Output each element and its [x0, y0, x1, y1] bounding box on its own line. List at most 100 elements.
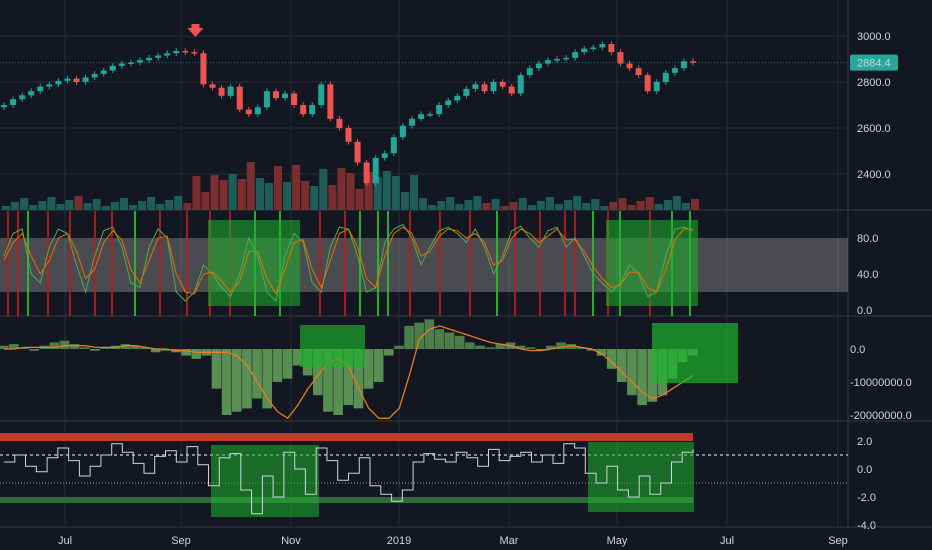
- volume-bar: [119, 198, 128, 210]
- oscillator-bar: [465, 342, 475, 349]
- candle-body: [336, 118, 343, 128]
- volume-bar: [328, 185, 337, 210]
- candle-body: [291, 93, 298, 105]
- volume-bar: [192, 176, 201, 210]
- time-tick-label: Jul: [720, 535, 734, 547]
- oscillator-bar: [79, 347, 90, 349]
- candle-body: [535, 63, 542, 69]
- volume-bar: [600, 206, 609, 210]
- price-axis[interactable]: 3000.0 2800.0 2600.0 2400.0 2884.4 80.0 40.0 0.…: [850, 31, 912, 532]
- volume-bar: [509, 202, 518, 210]
- volume-bar: [455, 204, 464, 210]
- candle-body: [671, 68, 678, 73]
- volume-bar: [255, 178, 264, 210]
- candle-body: [680, 61, 687, 69]
- oscillator-bar: [627, 349, 637, 396]
- stochastic-tick-label: 80.0: [857, 233, 878, 245]
- candle-body: [191, 52, 198, 54]
- oscillator-bar: [292, 349, 303, 366]
- candle-body: [436, 105, 443, 115]
- volume-bar: [2, 206, 11, 210]
- volume-bar: [518, 198, 527, 210]
- candle-body: [263, 91, 270, 108]
- volume-bar: [47, 197, 56, 210]
- oscillator-bar: [282, 349, 293, 379]
- candle-body: [544, 60, 551, 64]
- candle-body: [608, 44, 615, 53]
- oscillator-bar: [120, 344, 131, 349]
- oscillator-bar: [150, 349, 161, 353]
- oscillator-bar: [59, 340, 70, 349]
- zscore-tick-label: 0.0: [857, 464, 872, 476]
- candle-body: [454, 95, 461, 101]
- time-axis[interactable]: Jul Sep Nov 2019 Mar May Jul Sep: [58, 535, 848, 547]
- candle-body: [662, 72, 669, 82]
- oscillator-bar: [130, 345, 141, 349]
- volume-bar: [364, 172, 373, 210]
- candle-body: [363, 162, 370, 184]
- candle-body: [282, 93, 289, 99]
- price-tick-label: 2400.0: [857, 169, 891, 181]
- candle-body: [10, 99, 17, 105]
- oscillator-bar: [485, 347, 495, 349]
- volume-bar: [645, 197, 654, 210]
- oscillator-bar: [434, 329, 445, 349]
- oscillator-bar: [100, 347, 110, 349]
- last-price-label: 2884.4: [857, 58, 891, 70]
- volume-bar: [165, 200, 174, 210]
- volume-bar: [92, 199, 101, 210]
- oscillator-bar: [617, 349, 627, 382]
- oscillator-bar: [586, 349, 597, 351]
- candle-body: [327, 84, 334, 119]
- candle-body: [100, 70, 107, 74]
- oscillator-bar: [556, 342, 566, 349]
- volume-bar: [29, 205, 38, 210]
- volume-bar: [74, 196, 83, 210]
- volume-bar: [319, 169, 328, 210]
- volume-bar: [292, 165, 301, 210]
- volume-bar: [101, 206, 110, 210]
- volume-bar: [681, 203, 690, 210]
- candle-body: [300, 105, 307, 115]
- volume-bar: [536, 201, 545, 210]
- time-tick-label: Nov: [281, 535, 301, 547]
- volume-bar: [301, 181, 310, 210]
- candle-body: [626, 63, 633, 69]
- candle-body: [309, 105, 316, 115]
- oscillator-bar: [221, 349, 232, 415]
- oscillator-bar: [262, 349, 273, 409]
- oscillator-bar: [49, 342, 60, 349]
- volume-bar: [237, 179, 246, 210]
- volume-bar: [446, 197, 455, 210]
- stochastic-line: [3, 226, 693, 295]
- candle-body: [617, 52, 624, 64]
- candle-body: [19, 95, 26, 100]
- stochastic-tick-label: 0.0: [857, 305, 872, 317]
- candle-body: [227, 86, 234, 96]
- zscore-tick-label: -4.0: [857, 520, 876, 532]
- oscillator-bar: [525, 347, 536, 349]
- oscillator-bar: [373, 349, 384, 382]
- oscillator-bar: [363, 349, 374, 389]
- time-tick-label: Jul: [58, 535, 72, 547]
- oscillator-bar: [252, 349, 262, 399]
- volume-bar: [636, 201, 645, 210]
- oscillator-bar: [394, 345, 404, 349]
- volume-bar: [110, 202, 119, 210]
- candle-body: [590, 47, 597, 49]
- volume-bar: [11, 202, 20, 210]
- volume-bar: [464, 200, 473, 210]
- volume-bar: [156, 204, 165, 210]
- candle-body: [572, 52, 579, 58]
- last-price-badge: [850, 54, 898, 71]
- time-tick-label: May: [607, 535, 628, 547]
- oscillator-bar: [495, 344, 506, 349]
- oscillator-bar: [566, 344, 576, 349]
- candle-body: [200, 53, 207, 85]
- volume-bar: [573, 196, 582, 210]
- candle-body: [118, 63, 125, 66]
- oscillator-bar: [272, 349, 283, 382]
- candle-body: [272, 91, 279, 99]
- oscillator-bar: [211, 349, 222, 389]
